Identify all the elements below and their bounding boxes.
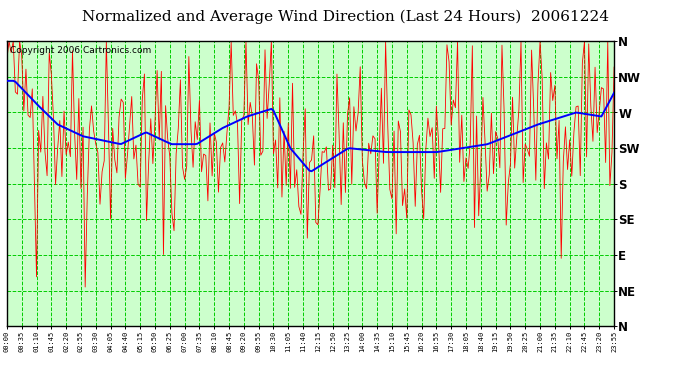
Text: Copyright 2006 Cartronics.com: Copyright 2006 Cartronics.com <box>10 45 151 54</box>
Text: Normalized and Average Wind Direction (Last 24 Hours)  20061224: Normalized and Average Wind Direction (L… <box>81 9 609 24</box>
